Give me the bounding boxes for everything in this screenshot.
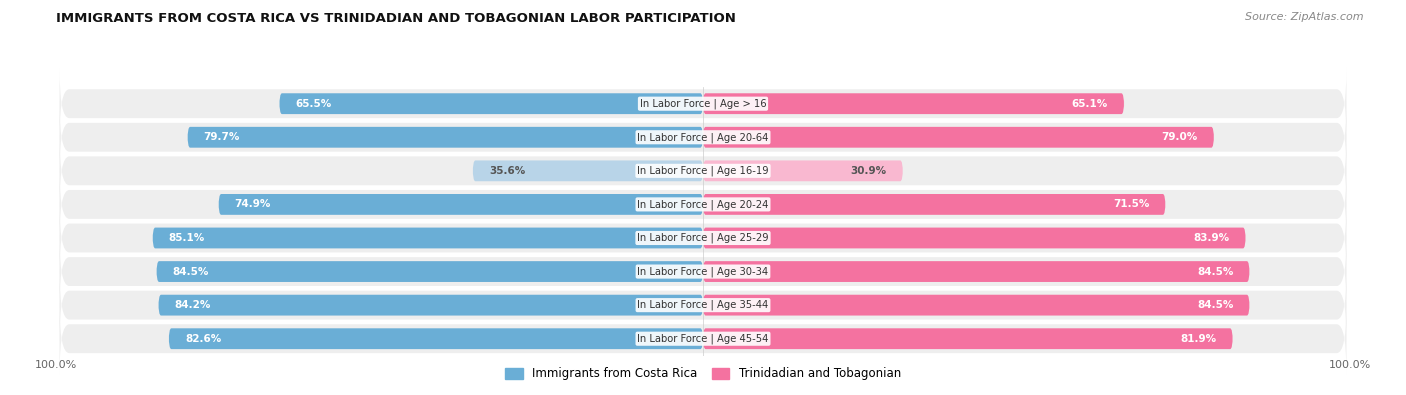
Text: 74.9%: 74.9% bbox=[235, 199, 271, 209]
FancyBboxPatch shape bbox=[59, 102, 1347, 173]
Text: 84.5%: 84.5% bbox=[1197, 300, 1233, 310]
FancyBboxPatch shape bbox=[59, 303, 1347, 374]
FancyBboxPatch shape bbox=[218, 194, 703, 215]
Text: 82.6%: 82.6% bbox=[186, 334, 221, 344]
Text: Source: ZipAtlas.com: Source: ZipAtlas.com bbox=[1246, 12, 1364, 22]
FancyBboxPatch shape bbox=[59, 135, 1347, 207]
Text: 83.9%: 83.9% bbox=[1194, 233, 1229, 243]
Text: 84.2%: 84.2% bbox=[174, 300, 211, 310]
Text: In Labor Force | Age 45-54: In Labor Force | Age 45-54 bbox=[637, 333, 769, 344]
FancyBboxPatch shape bbox=[703, 93, 1123, 114]
FancyBboxPatch shape bbox=[156, 261, 703, 282]
Text: 71.5%: 71.5% bbox=[1114, 199, 1149, 209]
FancyBboxPatch shape bbox=[153, 228, 703, 248]
FancyBboxPatch shape bbox=[703, 295, 1250, 316]
Text: In Labor Force | Age 30-34: In Labor Force | Age 30-34 bbox=[637, 266, 769, 277]
FancyBboxPatch shape bbox=[280, 93, 703, 114]
Legend: Immigrants from Costa Rica, Trinidadian and Tobagonian: Immigrants from Costa Rica, Trinidadian … bbox=[501, 363, 905, 385]
FancyBboxPatch shape bbox=[187, 127, 703, 148]
FancyBboxPatch shape bbox=[59, 68, 1347, 139]
FancyBboxPatch shape bbox=[59, 169, 1347, 240]
Text: In Labor Force | Age 35-44: In Labor Force | Age 35-44 bbox=[637, 300, 769, 310]
FancyBboxPatch shape bbox=[703, 261, 1250, 282]
Text: IMMIGRANTS FROM COSTA RICA VS TRINIDADIAN AND TOBAGONIAN LABOR PARTICIPATION: IMMIGRANTS FROM COSTA RICA VS TRINIDADIA… bbox=[56, 12, 737, 25]
FancyBboxPatch shape bbox=[59, 236, 1347, 307]
FancyBboxPatch shape bbox=[703, 228, 1246, 248]
Text: In Labor Force | Age > 16: In Labor Force | Age > 16 bbox=[640, 98, 766, 109]
FancyBboxPatch shape bbox=[159, 295, 703, 316]
Text: 65.5%: 65.5% bbox=[295, 99, 332, 109]
Text: 79.7%: 79.7% bbox=[204, 132, 240, 142]
Text: In Labor Force | Age 25-29: In Labor Force | Age 25-29 bbox=[637, 233, 769, 243]
FancyBboxPatch shape bbox=[472, 160, 703, 181]
FancyBboxPatch shape bbox=[703, 194, 1166, 215]
Text: 65.1%: 65.1% bbox=[1071, 99, 1108, 109]
Text: 85.1%: 85.1% bbox=[169, 233, 205, 243]
FancyBboxPatch shape bbox=[59, 269, 1347, 341]
FancyBboxPatch shape bbox=[703, 328, 1233, 349]
Text: 84.5%: 84.5% bbox=[173, 267, 209, 276]
Text: In Labor Force | Age 16-19: In Labor Force | Age 16-19 bbox=[637, 166, 769, 176]
FancyBboxPatch shape bbox=[169, 328, 703, 349]
Text: 30.9%: 30.9% bbox=[851, 166, 887, 176]
Text: In Labor Force | Age 20-64: In Labor Force | Age 20-64 bbox=[637, 132, 769, 143]
FancyBboxPatch shape bbox=[703, 127, 1213, 148]
Text: In Labor Force | Age 20-24: In Labor Force | Age 20-24 bbox=[637, 199, 769, 210]
FancyBboxPatch shape bbox=[703, 160, 903, 181]
Text: 81.9%: 81.9% bbox=[1181, 334, 1216, 344]
Text: 35.6%: 35.6% bbox=[489, 166, 526, 176]
Text: 79.0%: 79.0% bbox=[1161, 132, 1198, 142]
Text: 84.5%: 84.5% bbox=[1197, 267, 1233, 276]
FancyBboxPatch shape bbox=[59, 202, 1347, 274]
